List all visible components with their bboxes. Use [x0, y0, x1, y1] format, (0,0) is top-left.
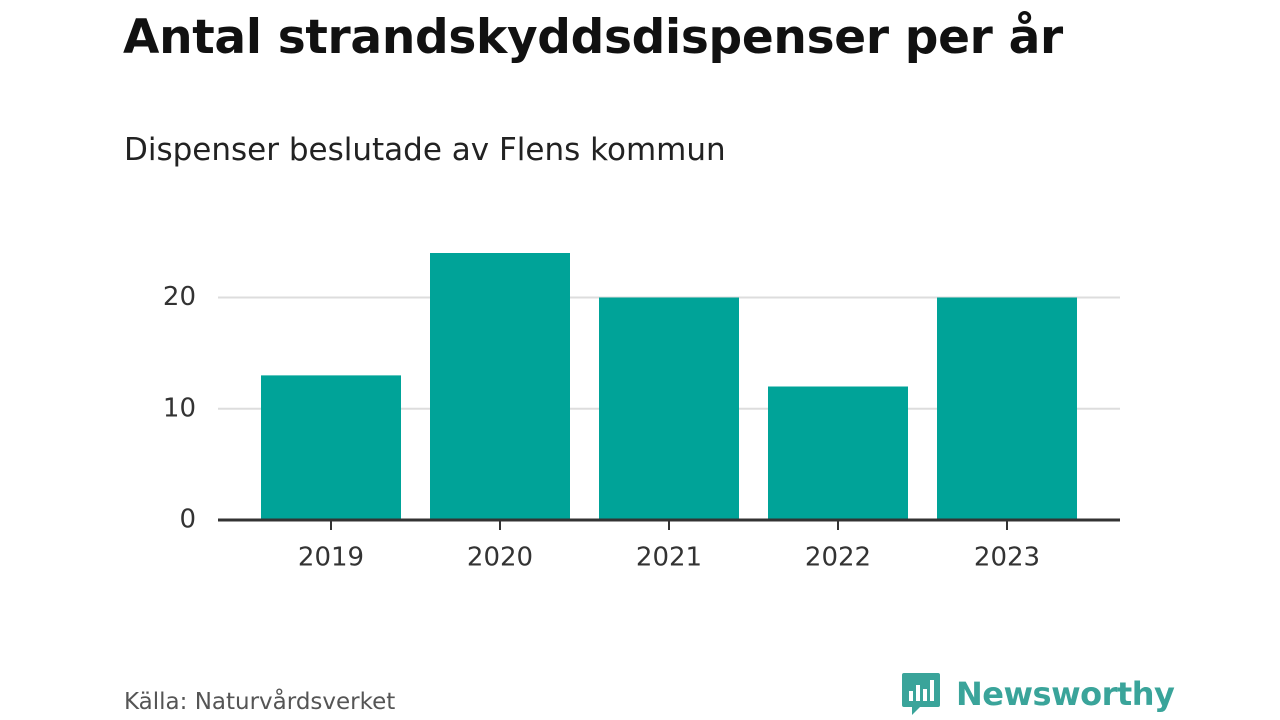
x-tick-label: 2022	[805, 543, 871, 573]
x-tick-label: 2023	[974, 543, 1040, 573]
y-tick-label: 0	[179, 505, 196, 535]
chart-subtitle: Dispenser beslutade av Flens kommun	[124, 132, 726, 168]
x-tick-label: 2019	[298, 543, 364, 573]
bar-2019	[261, 375, 401, 520]
source-note: Källa: Naturvårdsverket	[124, 689, 396, 715]
axes: 0 10 20 2019 2020 2021 2022 2023	[163, 282, 1120, 573]
chart-title: Antal strandskyddsdispenser per år	[123, 10, 1063, 65]
bar-2020	[430, 253, 570, 520]
y-tick-label: 10	[163, 393, 196, 423]
y-tick-label: 20	[163, 282, 196, 312]
bar-2022	[768, 386, 908, 520]
bar-chart-logo-icon	[902, 673, 940, 715]
brand-name: Newsworthy	[956, 675, 1175, 713]
newsworthy-logo: Newsworthy	[900, 668, 1175, 720]
x-tick-label: 2021	[636, 543, 702, 573]
x-tick-label: 2020	[467, 543, 533, 573]
bars	[261, 253, 1077, 520]
bar-2023	[937, 297, 1077, 520]
bar-2021	[599, 297, 739, 520]
